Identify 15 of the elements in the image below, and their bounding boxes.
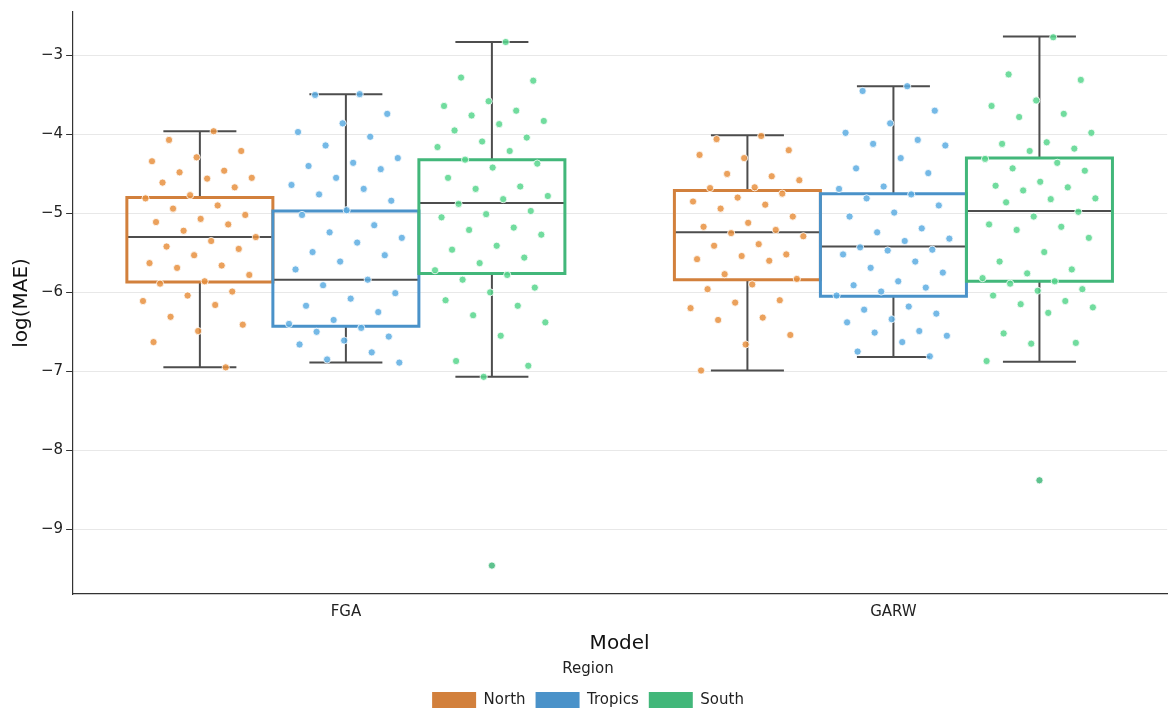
legend-title: Region (562, 659, 614, 678)
legend-label: North (483, 689, 526, 708)
y-tick-label: −8 (40, 440, 64, 459)
y-tick-label: −9 (40, 519, 64, 538)
y-axis-title: log(MAE) (8, 258, 33, 348)
y-tick-label: −4 (40, 124, 64, 143)
y-tick-label: −7 (40, 361, 64, 380)
legend-label: South (700, 689, 744, 708)
x-tick-label: FGA (330, 601, 362, 620)
y-tick-label: −3 (40, 45, 64, 64)
x-axis-title: Model (589, 630, 650, 655)
legend-label: Tropics (586, 689, 639, 708)
y-tick-label: −6 (40, 282, 64, 301)
y-tick-label: −5 (40, 203, 64, 222)
x-tick-label: GARW (870, 601, 917, 620)
